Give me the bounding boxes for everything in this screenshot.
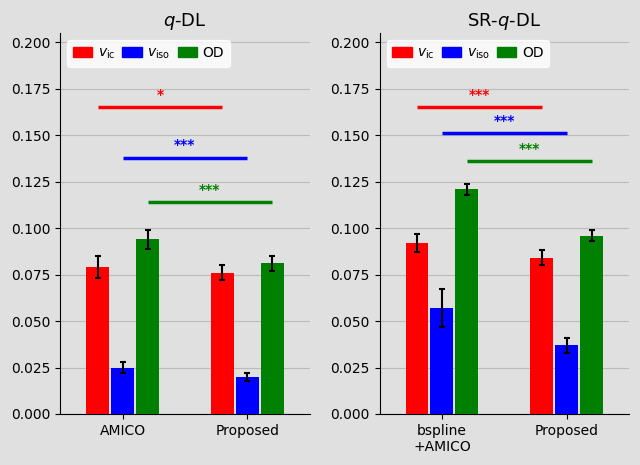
Legend: $v_{\mathrm{ic}}$, $v_{\mathrm{iso}}$, OD: $v_{\mathrm{ic}}$, $v_{\mathrm{iso}}$, O… — [67, 40, 230, 66]
Text: ***: *** — [518, 142, 540, 156]
Bar — [260, 264, 284, 414]
Bar — [580, 236, 603, 414]
Bar — [211, 273, 234, 414]
Title: SR-$q$-DL: SR-$q$-DL — [467, 11, 541, 32]
Bar — [431, 308, 453, 414]
Bar — [86, 267, 109, 414]
Bar — [406, 243, 429, 414]
Text: ***: *** — [468, 88, 490, 102]
Bar — [530, 258, 553, 414]
Text: ***: *** — [493, 114, 515, 128]
Legend: $v_{\mathrm{ic}}$, $v_{\mathrm{iso}}$, OD: $v_{\mathrm{ic}}$, $v_{\mathrm{iso}}$, O… — [387, 40, 549, 66]
Title: $q$-DL: $q$-DL — [163, 11, 207, 32]
Bar — [555, 345, 578, 414]
Text: ***: *** — [174, 138, 196, 152]
Bar — [136, 239, 159, 414]
Bar — [456, 189, 478, 414]
Bar — [236, 377, 259, 414]
Text: ***: *** — [199, 183, 221, 197]
Text: *: * — [156, 88, 164, 102]
Bar — [111, 367, 134, 414]
